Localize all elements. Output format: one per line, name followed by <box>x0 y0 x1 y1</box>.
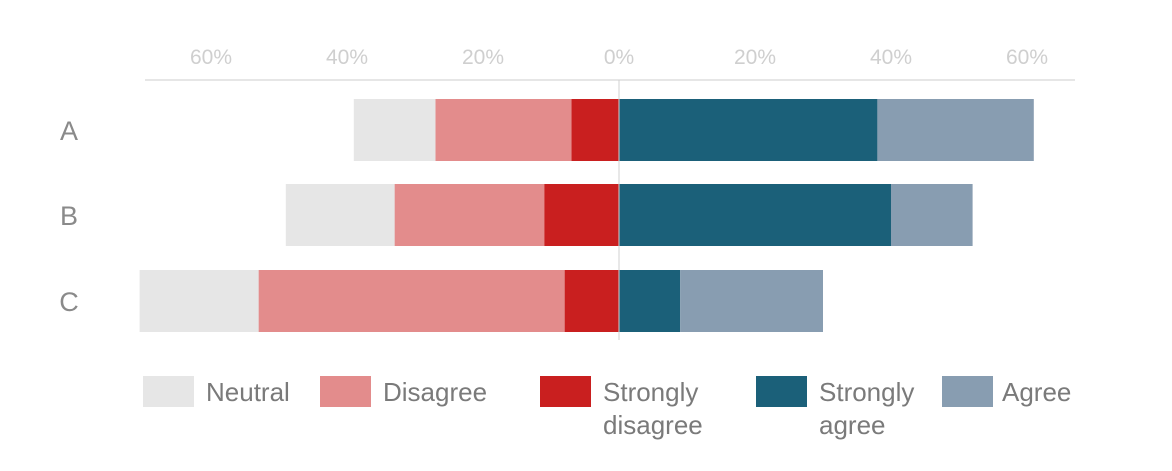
bars <box>139 99 1034 332</box>
legend-label-line: agree <box>819 410 886 440</box>
legend-label-line: Agree <box>1002 377 1071 407</box>
legend-item: Strongly agree <box>756 376 914 440</box>
legend-swatch <box>756 376 807 407</box>
legend-label-line: Strongly <box>819 377 914 407</box>
bar-b-neutral <box>285 184 395 246</box>
bar-c-strongly-disagree <box>564 270 619 332</box>
category-label: B <box>60 201 78 231</box>
category-label: A <box>60 116 78 146</box>
bar-c-agree <box>680 270 823 332</box>
bar-a-strongly-disagree <box>571 99 619 161</box>
legend-item: Disagree <box>320 376 487 407</box>
legend-swatch <box>942 376 993 407</box>
bar-a-neutral <box>353 99 436 161</box>
bar-a-disagree <box>435 99 572 161</box>
category-label: C <box>59 287 79 317</box>
bar-c-disagree <box>258 270 565 332</box>
x-tick-label: 60% <box>190 46 232 69</box>
category-labels: A B C <box>59 116 79 317</box>
bar-a-strongly-agree <box>619 99 878 161</box>
legend-label: Agree <box>1002 377 1071 407</box>
x-tick-label: 60% <box>1006 46 1048 69</box>
x-tick-label: 40% <box>326 46 368 69</box>
legend-swatch <box>143 376 194 407</box>
legend-item: Strongly disagree <box>540 376 703 440</box>
x-tick-label: 0% <box>604 46 634 69</box>
legend-label: Strongly agree <box>819 377 914 440</box>
legend-label: Disagree <box>383 377 487 407</box>
legend-item: Neutral <box>143 376 290 407</box>
legend-label-line: Strongly <box>603 377 698 407</box>
legend-label-line: Disagree <box>383 377 487 407</box>
legend-label: Neutral <box>206 377 290 407</box>
bar-b-strongly-disagree <box>544 184 619 246</box>
bar-b-disagree <box>394 184 545 246</box>
legend-label-line: disagree <box>603 410 703 440</box>
legend-label-line: Neutral <box>206 377 290 407</box>
bar-b-agree <box>891 184 973 246</box>
bar-b-strongly-agree <box>619 184 891 246</box>
legend-label: Strongly disagree <box>603 377 703 440</box>
legend-swatch <box>320 376 371 407</box>
legend-swatch <box>540 376 591 407</box>
bar-c-neutral <box>139 270 259 332</box>
legend-item: Agree <box>942 376 1071 407</box>
x-axis-ticks: 60% 40% 20% 0% 20% 40% 60% <box>190 46 1048 69</box>
bar-c-strongly-agree <box>619 270 681 332</box>
bar-a-agree <box>877 99 1034 161</box>
x-tick-label: 20% <box>734 46 776 69</box>
x-tick-label: 20% <box>462 46 504 69</box>
x-tick-label: 40% <box>870 46 912 69</box>
